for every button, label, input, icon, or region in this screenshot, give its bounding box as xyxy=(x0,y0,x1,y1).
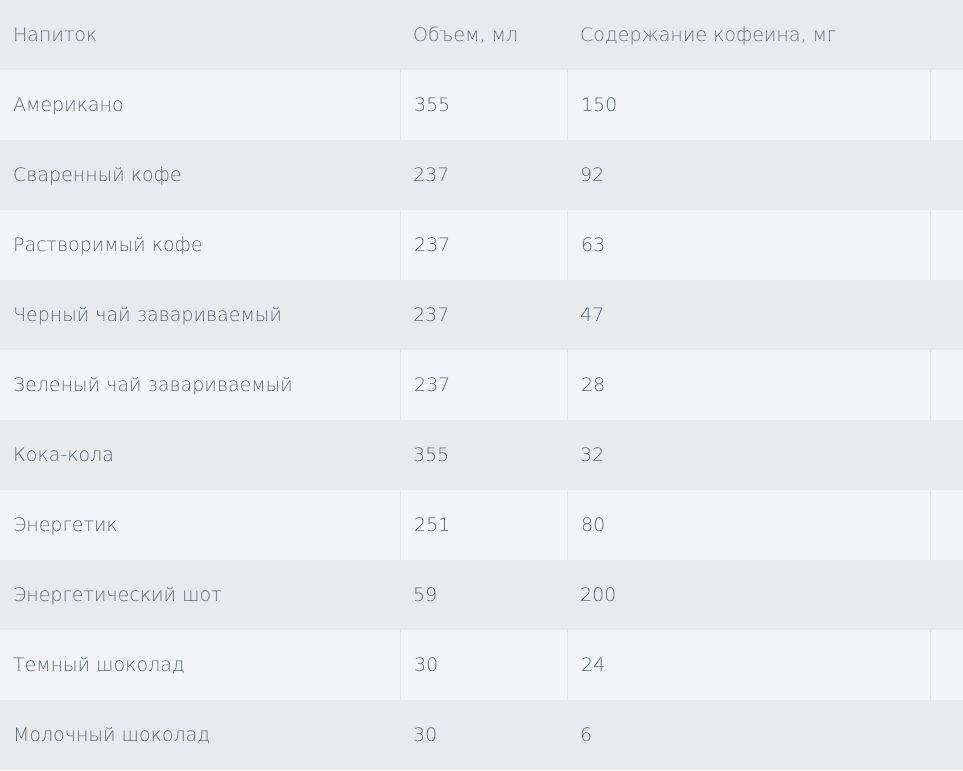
cell-spacer xyxy=(930,140,963,210)
cell-caffeine: 6 xyxy=(580,724,593,746)
table-row: Энергетический шот 59 200 xyxy=(0,560,963,630)
cell-spacer xyxy=(930,630,963,700)
cell-spacer xyxy=(930,280,963,350)
cell-drink: Энергетик xyxy=(13,514,118,536)
header-caffeine: Содержание кофеина, мг xyxy=(580,24,837,46)
cell-drink: Темный шоколад xyxy=(13,654,185,676)
cell-volume: 355 xyxy=(400,70,567,140)
cell-drink: Энергетический шот xyxy=(13,584,222,606)
table-row: Растворимый кофе 237 63 xyxy=(0,210,963,280)
table-row: Американо 355 150 xyxy=(0,70,963,140)
cell-volume: 355 xyxy=(413,444,450,466)
cell-spacer xyxy=(930,560,963,630)
cell-volume: 237 xyxy=(400,350,567,420)
table-row: Сваренный кофе 237 92 xyxy=(0,140,963,210)
cell-caffeine: 150 xyxy=(567,70,930,140)
cell-caffeine: 92 xyxy=(580,164,605,186)
cell-volume: 237 xyxy=(413,304,450,326)
cell-volume: 237 xyxy=(400,210,567,280)
cell-volume: 237 xyxy=(413,164,450,186)
table-row: Молочный шоколад 30 6 xyxy=(0,700,963,770)
cell-spacer xyxy=(930,350,963,420)
cell-drink: Растворимый кофе xyxy=(13,234,203,256)
table-row: Черный чай завариваемый 237 47 xyxy=(0,280,963,350)
cell-drink: Американо xyxy=(13,94,124,116)
cell-drink: Черный чай завариваемый xyxy=(13,304,282,326)
cell-volume: 30 xyxy=(413,724,438,746)
cell-drink: Кока-кола xyxy=(13,444,114,466)
cell-spacer xyxy=(930,700,963,770)
cell-spacer xyxy=(930,490,963,560)
cell-spacer xyxy=(930,70,963,140)
cell-caffeine: 200 xyxy=(580,584,617,606)
cell-volume: 59 xyxy=(413,584,438,606)
cell-drink: Молочный шоколад xyxy=(13,724,211,746)
cell-caffeine: 80 xyxy=(567,490,930,560)
cell-volume: 30 xyxy=(400,630,567,700)
cell-caffeine: 32 xyxy=(580,444,605,466)
table-header-row: Напиток Объем, мл Содержание кофеина, мг xyxy=(0,0,963,70)
cell-caffeine: 24 xyxy=(567,630,930,700)
header-spacer xyxy=(930,0,963,70)
cell-drink: Зеленый чай завариваемый xyxy=(13,374,293,396)
cell-caffeine: 28 xyxy=(567,350,930,420)
table-row: Темный шоколад 30 24 xyxy=(0,630,963,700)
header-volume: Объем, мл xyxy=(413,24,518,46)
cell-drink: Сваренный кофе xyxy=(13,164,182,186)
table-row: Энергетик 251 80 xyxy=(0,490,963,560)
cell-caffeine: 47 xyxy=(580,304,605,326)
cell-spacer xyxy=(930,210,963,280)
header-drink: Напиток xyxy=(13,24,98,46)
table-row: Кока-кола 355 32 xyxy=(0,420,963,490)
cell-volume: 251 xyxy=(400,490,567,560)
cell-caffeine: 63 xyxy=(567,210,930,280)
table-row: Зеленый чай завариваемый 237 28 xyxy=(0,350,963,420)
cell-spacer xyxy=(930,420,963,490)
